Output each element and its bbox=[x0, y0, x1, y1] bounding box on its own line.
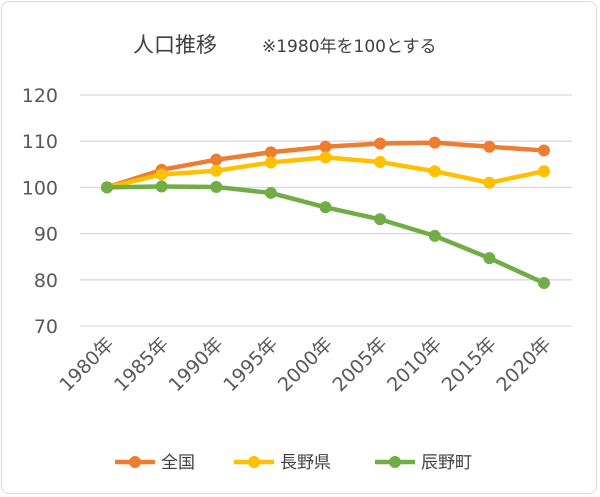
x-tick-label: 1985年 bbox=[110, 333, 173, 396]
data-point bbox=[483, 176, 496, 189]
x-tick-label: 2010年 bbox=[383, 333, 446, 396]
legend-item: 辰野町 bbox=[375, 453, 472, 473]
data-point bbox=[428, 229, 441, 242]
chart-title: 人口推移 bbox=[133, 33, 217, 57]
legend-item: 長野県 bbox=[234, 453, 331, 473]
y-tick-label: 70 bbox=[34, 316, 58, 338]
x-tick-label: 1990年 bbox=[165, 333, 228, 396]
legend-marker bbox=[389, 456, 401, 468]
legend-item: 全国 bbox=[115, 453, 195, 473]
data-point bbox=[538, 144, 550, 157]
data-point bbox=[155, 180, 168, 193]
legend-marker bbox=[129, 456, 141, 468]
y-tick-label: 100 bbox=[22, 177, 58, 199]
x-tick-label: 1995年 bbox=[219, 333, 282, 396]
x-tick-label: 2015年 bbox=[438, 333, 501, 396]
data-point bbox=[538, 277, 550, 290]
legend-label: 長野県 bbox=[280, 453, 331, 473]
series-2 bbox=[101, 180, 550, 290]
chart-subtitle: ※1980年を100とする bbox=[262, 37, 436, 57]
legend-label: 全国 bbox=[161, 453, 195, 473]
x-tick-label: 2005年 bbox=[328, 333, 391, 396]
legend-marker bbox=[248, 456, 260, 468]
data-point bbox=[374, 213, 387, 226]
legend-label: 辰野町 bbox=[421, 453, 472, 473]
y-tick-label: 80 bbox=[34, 270, 58, 292]
data-point bbox=[319, 140, 332, 153]
data-point bbox=[374, 137, 387, 150]
x-tick-label: 2000年 bbox=[274, 333, 337, 396]
y-tick-label: 120 bbox=[22, 85, 58, 107]
data-point bbox=[538, 165, 550, 178]
y-tick-label: 90 bbox=[34, 224, 58, 246]
x-tick-label: 2020年 bbox=[492, 333, 555, 396]
data-point bbox=[319, 151, 332, 164]
data-point bbox=[155, 168, 168, 181]
data-point bbox=[264, 156, 277, 169]
data-point bbox=[374, 155, 387, 168]
data-point bbox=[428, 136, 441, 149]
data-point bbox=[210, 164, 223, 177]
data-point bbox=[319, 201, 332, 214]
data-point bbox=[428, 165, 441, 178]
data-point bbox=[210, 153, 223, 166]
data-point bbox=[101, 181, 113, 194]
data-point bbox=[210, 180, 223, 193]
series-line bbox=[106, 184, 545, 286]
data-point bbox=[483, 140, 496, 153]
data-point bbox=[264, 186, 277, 199]
data-point bbox=[264, 146, 277, 159]
y-tick-label: 110 bbox=[22, 131, 58, 153]
data-point bbox=[483, 252, 496, 265]
x-tick-label: 1980年 bbox=[55, 333, 118, 396]
